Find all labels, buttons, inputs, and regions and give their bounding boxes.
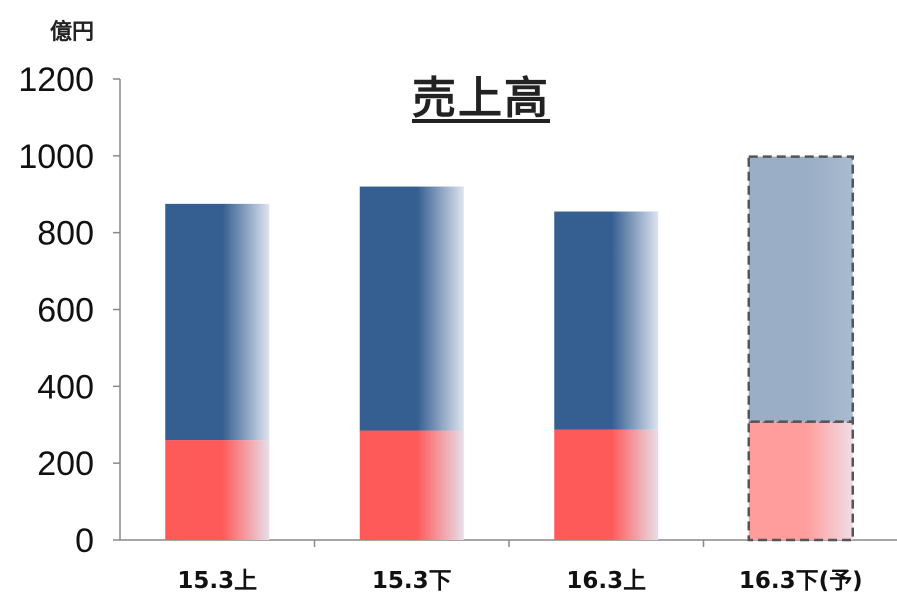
y-tick-label: 1000: [18, 138, 94, 176]
x-tick-label: 15.3上: [177, 568, 257, 593]
y-tick-label: 600: [37, 292, 94, 330]
y-tick-label: 800: [37, 215, 94, 253]
x-tick-label: 15.3下: [372, 568, 452, 593]
tick-labels: 0 200 400 600 800 1000 1200 15.3上 15.3下 16.3上 16.3…: [18, 61, 862, 593]
y-tick-label: 1200: [18, 61, 94, 99]
chart-title: 売上高: [412, 73, 550, 124]
bar-upper-segment-3: [554, 211, 659, 430]
y-axis-unit-label: 億円: [50, 20, 95, 45]
bar-upper-segment-2: [359, 186, 464, 431]
x-tick-label: 16.3下(予): [739, 568, 863, 593]
bar-lower-segment-1: [165, 440, 270, 540]
y-tick-label: 400: [37, 368, 94, 406]
y-tick-label: 0: [75, 522, 94, 560]
bars: [165, 155, 854, 542]
y-tick-label: 200: [37, 445, 94, 483]
bar-lower-segment-2: [359, 430, 464, 540]
bar-upper-segment-4: [747, 155, 854, 423]
bar-upper-segment-1: [165, 203, 270, 441]
bar-lower-segment-3: [554, 429, 659, 540]
bar-lower-segment-4: [747, 420, 854, 542]
x-tick-label: 16.3上: [566, 568, 646, 593]
